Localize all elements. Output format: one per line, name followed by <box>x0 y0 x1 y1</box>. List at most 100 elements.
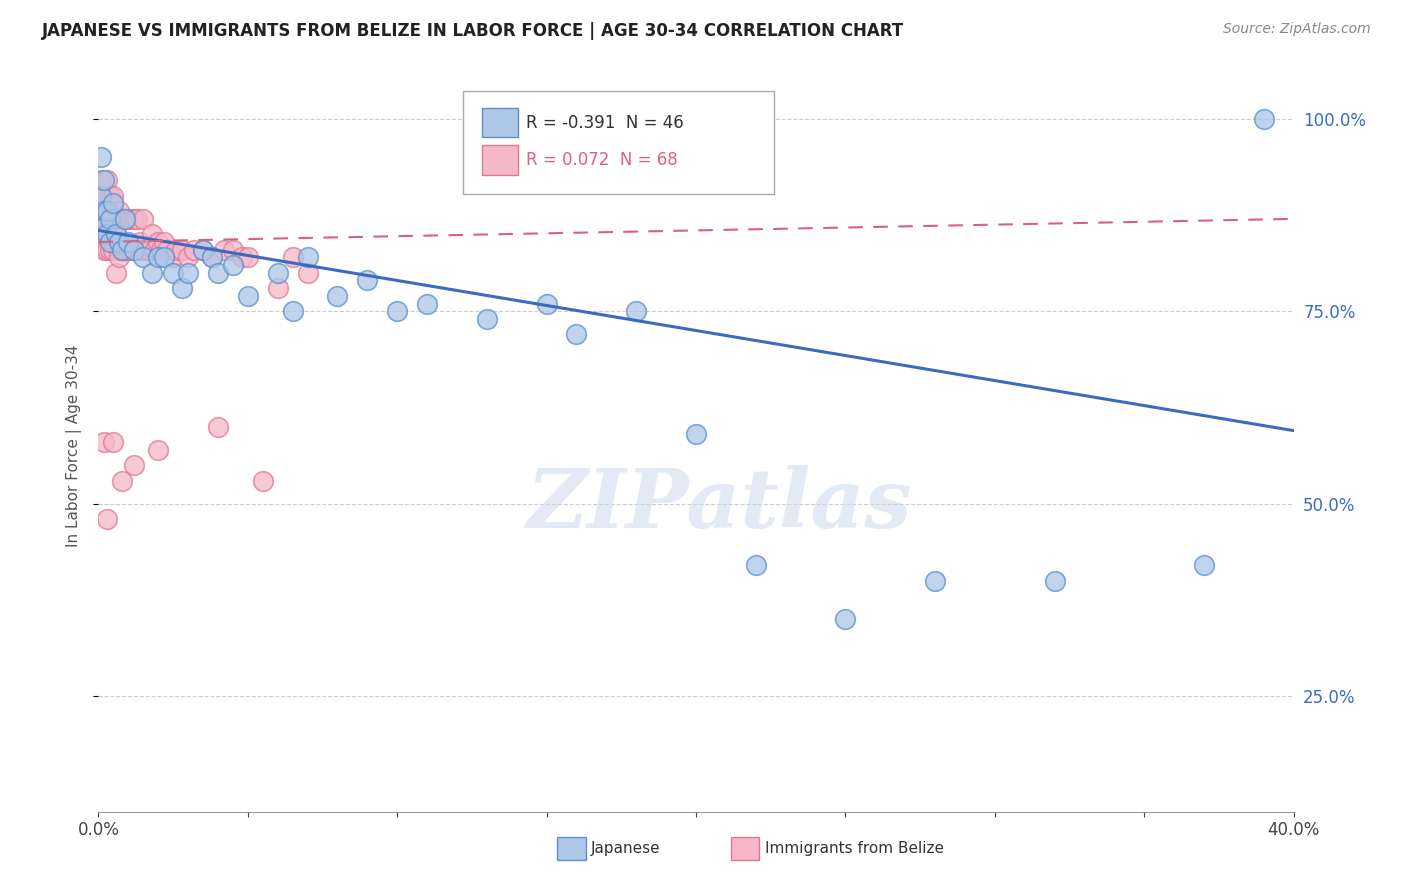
Text: ZIPatlas: ZIPatlas <box>527 465 912 544</box>
Point <box>297 251 319 265</box>
Point <box>90 188 112 202</box>
Point <box>90 227 112 242</box>
Point <box>141 266 163 280</box>
Point <box>98 211 122 226</box>
Point <box>281 251 304 265</box>
Point <box>124 211 146 226</box>
Point <box>114 211 136 226</box>
Point <box>177 266 200 280</box>
Point <box>117 211 139 226</box>
Point <box>103 188 125 202</box>
Text: Japanese: Japanese <box>591 841 661 855</box>
FancyBboxPatch shape <box>482 145 517 175</box>
Point <box>93 204 115 219</box>
Point <box>120 211 142 226</box>
Point <box>96 227 118 242</box>
Point <box>626 304 648 318</box>
Y-axis label: In Labor Force | Age 30-34: In Labor Force | Age 30-34 <box>66 344 83 548</box>
Point <box>148 442 170 457</box>
Point <box>222 258 245 272</box>
Point <box>98 188 122 202</box>
Point <box>129 235 152 249</box>
Point <box>416 296 439 310</box>
FancyBboxPatch shape <box>482 108 517 137</box>
Point <box>132 251 155 265</box>
Point <box>96 173 118 187</box>
Point <box>1253 112 1275 126</box>
Point <box>105 266 128 280</box>
Point <box>191 243 214 257</box>
Point <box>127 243 149 257</box>
Point <box>124 243 146 257</box>
Point <box>105 227 128 242</box>
Point <box>93 204 115 219</box>
Point <box>201 251 224 265</box>
Point <box>93 243 115 257</box>
Point <box>111 243 134 257</box>
Point <box>162 251 184 265</box>
Text: JAPANESE VS IMMIGRANTS FROM BELIZE IN LABOR FORCE | AGE 30-34 CORRELATION CHART: JAPANESE VS IMMIGRANTS FROM BELIZE IN LA… <box>42 22 904 40</box>
Point <box>105 227 128 242</box>
Point <box>475 312 498 326</box>
Point <box>385 304 409 318</box>
Point <box>103 204 125 219</box>
Point <box>132 243 155 257</box>
Point <box>138 243 160 257</box>
Point <box>98 243 122 257</box>
Point <box>111 474 134 488</box>
Point <box>124 458 146 473</box>
Point <box>207 419 229 434</box>
Point <box>165 243 187 257</box>
Point <box>103 196 125 211</box>
Point <box>326 289 349 303</box>
Point <box>96 204 118 219</box>
Point <box>162 266 184 280</box>
Point <box>90 150 112 164</box>
Point <box>536 296 558 310</box>
Point <box>183 243 205 257</box>
Point <box>212 243 235 257</box>
Point <box>297 266 319 280</box>
Point <box>191 243 214 257</box>
Point <box>135 243 157 257</box>
Point <box>93 173 115 187</box>
Point <box>222 243 245 257</box>
Text: R = 0.072  N = 68: R = 0.072 N = 68 <box>526 151 678 169</box>
Point <box>834 612 856 626</box>
Point <box>252 474 274 488</box>
Point <box>177 251 200 265</box>
Point <box>96 204 118 219</box>
Point <box>207 266 229 280</box>
Point <box>117 243 139 257</box>
Point <box>143 243 166 257</box>
Point <box>1043 574 1066 588</box>
Point <box>117 235 139 249</box>
Point <box>236 251 259 265</box>
Point <box>93 227 115 242</box>
Point <box>281 304 304 318</box>
Point <box>90 188 112 202</box>
Point <box>267 266 290 280</box>
Point <box>236 289 259 303</box>
Point <box>98 235 122 249</box>
Point <box>172 281 194 295</box>
Point <box>745 558 768 573</box>
Point <box>96 211 118 226</box>
Point <box>103 243 125 257</box>
Point <box>127 211 149 226</box>
Point <box>150 243 173 257</box>
Point <box>93 219 115 234</box>
Point <box>124 243 146 257</box>
Point <box>201 251 224 265</box>
Point <box>111 243 134 257</box>
Point <box>1192 558 1215 573</box>
Point <box>148 235 170 249</box>
Point <box>93 435 115 450</box>
Point <box>267 281 290 295</box>
Point <box>108 204 131 219</box>
Text: Source: ZipAtlas.com: Source: ZipAtlas.com <box>1223 22 1371 37</box>
Point <box>105 211 128 226</box>
Point <box>172 243 194 257</box>
Point <box>108 243 131 257</box>
Point <box>156 243 179 257</box>
